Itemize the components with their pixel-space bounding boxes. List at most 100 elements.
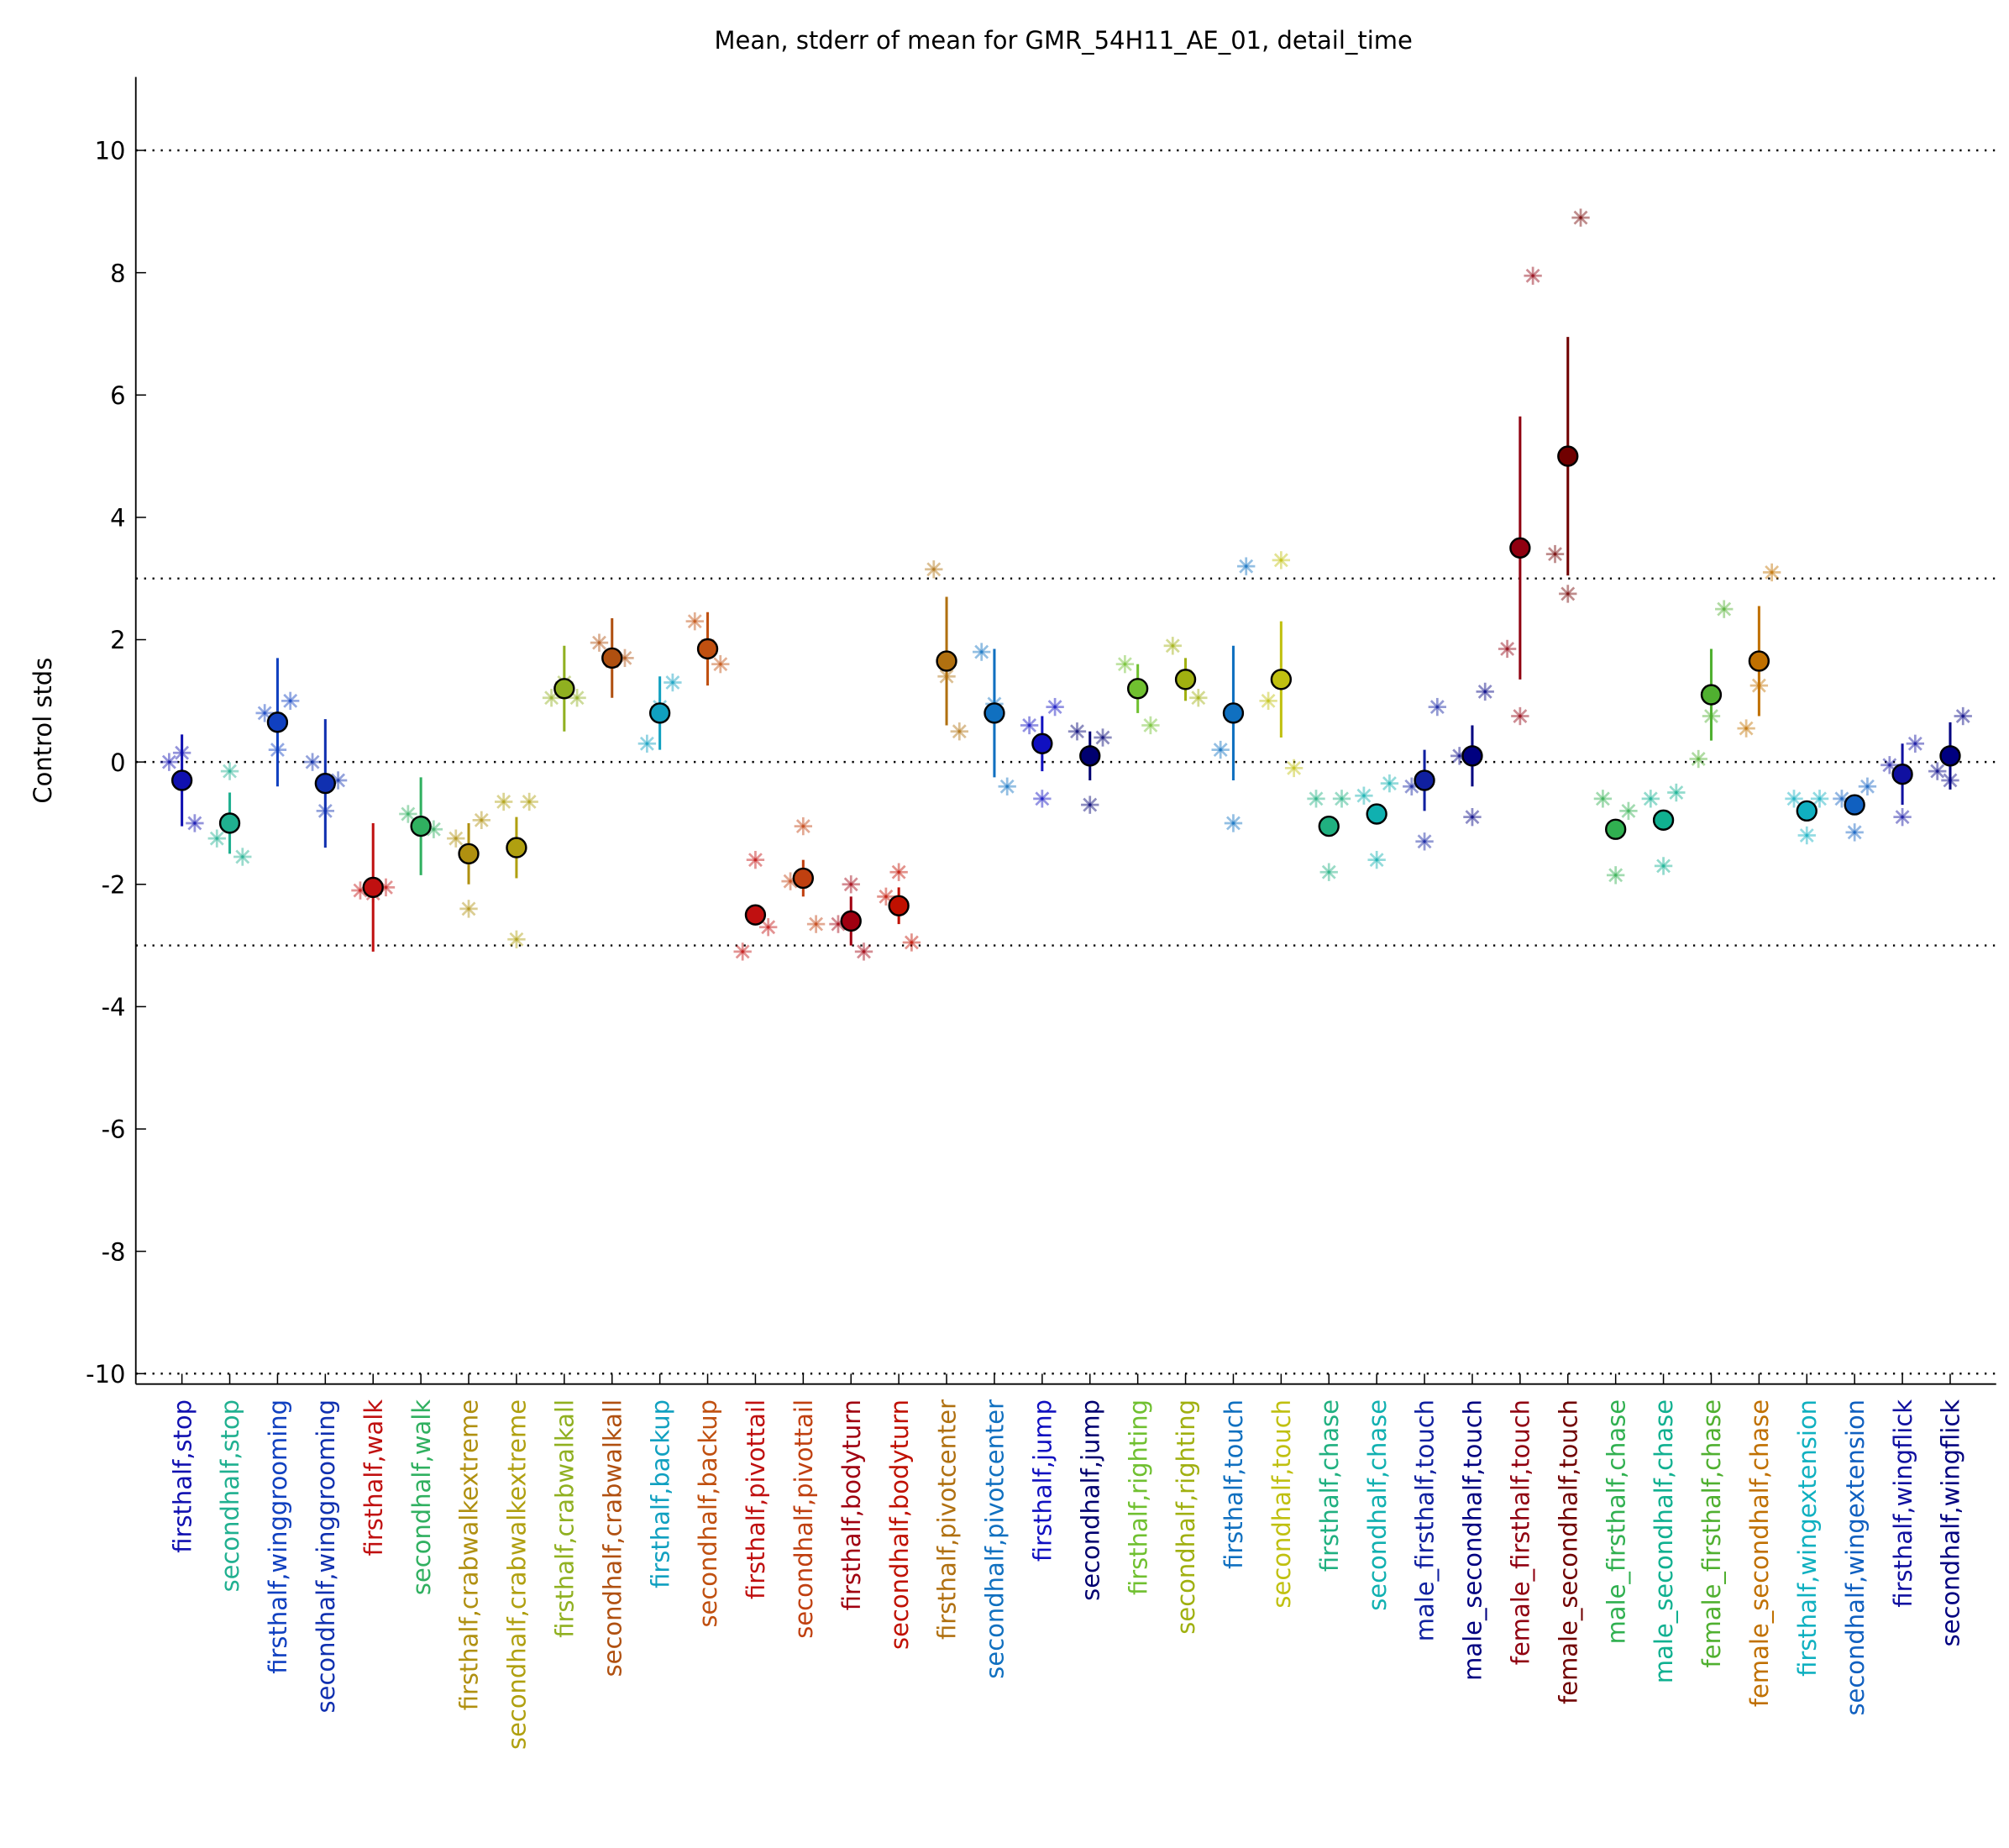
asterisk-stroke — [1143, 718, 1158, 732]
y-tick-label: 10 — [95, 137, 126, 165]
asterisk-stroke — [1261, 693, 1276, 708]
y-tick-label: -8 — [102, 1237, 126, 1266]
asterisk-stroke — [1786, 791, 1802, 806]
asterisk-stroke — [665, 675, 680, 690]
mean-marker — [362, 876, 384, 899]
mean-marker — [410, 815, 432, 837]
replicate-marker — [1619, 801, 1638, 821]
replicate-marker — [1463, 808, 1482, 827]
asterisk-stroke — [713, 657, 728, 672]
asterisk-stroke — [1513, 709, 1528, 723]
asterisk-stroke — [926, 562, 942, 577]
asterisk-stroke — [665, 675, 680, 690]
asterisk-stroke — [1117, 657, 1132, 672]
asterisk-stroke — [1417, 834, 1432, 849]
asterisk-stroke — [1573, 210, 1588, 225]
asterisk-stroke — [1465, 810, 1480, 825]
replicate-marker — [1211, 740, 1230, 759]
asterisk-stroke — [1191, 690, 1206, 706]
replicate-marker — [1667, 783, 1686, 802]
replicate-marker — [207, 829, 226, 848]
asterisk-stroke — [1465, 810, 1480, 825]
replicate-marker — [220, 762, 239, 780]
replicate-marker — [1880, 756, 1899, 774]
asterisk-stroke — [1669, 785, 1684, 800]
mean-marker — [506, 837, 527, 858]
asterisk-stroke — [209, 831, 224, 846]
replicate-marker — [1163, 637, 1182, 655]
asterisk-stroke — [1608, 868, 1623, 883]
replicate-marker — [186, 814, 204, 832]
asterisk-stroke — [1287, 760, 1302, 775]
asterisk-stroke — [509, 932, 524, 947]
mean-marker — [553, 678, 575, 700]
asterisk-stroke — [1429, 700, 1445, 715]
asterisk-stroke — [1895, 810, 1910, 825]
mean-marker — [1222, 702, 1245, 724]
x-tick-label: secondhalf,wingflick — [1937, 1399, 1965, 1647]
y-axis-label: Control stds — [29, 658, 57, 804]
mean-marker — [1891, 764, 1913, 785]
x-tick-label: firsthalf,touch — [1220, 1399, 1248, 1569]
asterisk-stroke — [1335, 791, 1349, 806]
x-tick-label: male_firsthalf,chase — [1602, 1399, 1630, 1644]
mean-marker — [984, 702, 1005, 724]
replicate-marker — [1367, 850, 1386, 869]
asterisk-stroke — [305, 754, 320, 769]
replicate-marker — [1046, 697, 1064, 717]
asterisk-stroke — [1083, 797, 1098, 812]
x-tick-label: firsthalf,crabwalkall — [551, 1399, 580, 1638]
replicate-marker — [794, 816, 813, 836]
replicate-marker — [255, 704, 274, 722]
asterisk-stroke — [795, 819, 810, 834]
x-tick-label: female_secondhalf,touch — [1554, 1399, 1582, 1704]
asterisk-stroke — [1417, 834, 1432, 849]
replicate-marker — [925, 560, 943, 579]
asterisk-stroke — [735, 944, 750, 959]
asterisk-stroke — [1404, 779, 1419, 794]
asterisk-stroke — [713, 657, 728, 672]
replicate-marker — [1571, 208, 1590, 227]
replicate-marker — [1224, 814, 1243, 832]
asterisk-stroke — [1907, 736, 1922, 751]
x-tick-label: firsthalf,crabwalkextreme — [455, 1399, 484, 1710]
x-tick-label: secondhalf,stop — [216, 1399, 244, 1592]
replicate-marker — [1272, 551, 1291, 570]
mean-marker — [1414, 769, 1435, 791]
replicate-marker — [1893, 808, 1912, 827]
x-tick-label: female_firsthalf,chase — [1697, 1399, 1726, 1667]
asterisk-stroke — [1500, 641, 1515, 656]
asterisk-stroke — [1165, 638, 1180, 654]
x-tick-label: secondhalf,chase — [1363, 1399, 1392, 1611]
replicate-marker — [1524, 266, 1542, 285]
asterisk-stroke — [1717, 601, 1732, 617]
asterisk-stroke — [1717, 601, 1732, 617]
replicate-marker — [1141, 716, 1160, 735]
x-tick-label: male_firsthalf,touch — [1411, 1399, 1440, 1641]
asterisk-stroke — [891, 864, 906, 879]
asterisk-stroke — [857, 944, 871, 959]
asterisk-stroke — [1309, 791, 1324, 806]
asterisk-stroke — [1239, 559, 1254, 574]
asterisk-stroke — [999, 779, 1015, 794]
replicate-marker — [806, 915, 826, 933]
replicate-marker — [1545, 544, 1565, 564]
asterisk-stroke — [1739, 721, 1754, 736]
replicate-marker — [1020, 716, 1039, 735]
replicate-marker — [1928, 762, 1947, 780]
asterisk-stroke — [1847, 825, 1862, 840]
x-tick-label: secondhalf,crabwalkextreme — [503, 1399, 532, 1750]
x-tick-label: firsthalf,stop — [168, 1399, 197, 1553]
x-tick-label: secondhalf,pivottail — [789, 1399, 818, 1639]
asterisk-stroke — [592, 635, 606, 650]
mean-marker — [170, 769, 193, 791]
replicate-marker — [759, 918, 778, 937]
asterisk-stroke — [1035, 791, 1050, 806]
replicate-marker — [233, 848, 252, 866]
asterisk-stroke — [426, 822, 441, 837]
replicate-marker — [1593, 790, 1613, 808]
replicate-marker — [685, 612, 704, 631]
asterisk-stroke — [257, 706, 272, 721]
asterisk-stroke — [783, 874, 798, 889]
asterisk-stroke — [1812, 791, 1827, 806]
